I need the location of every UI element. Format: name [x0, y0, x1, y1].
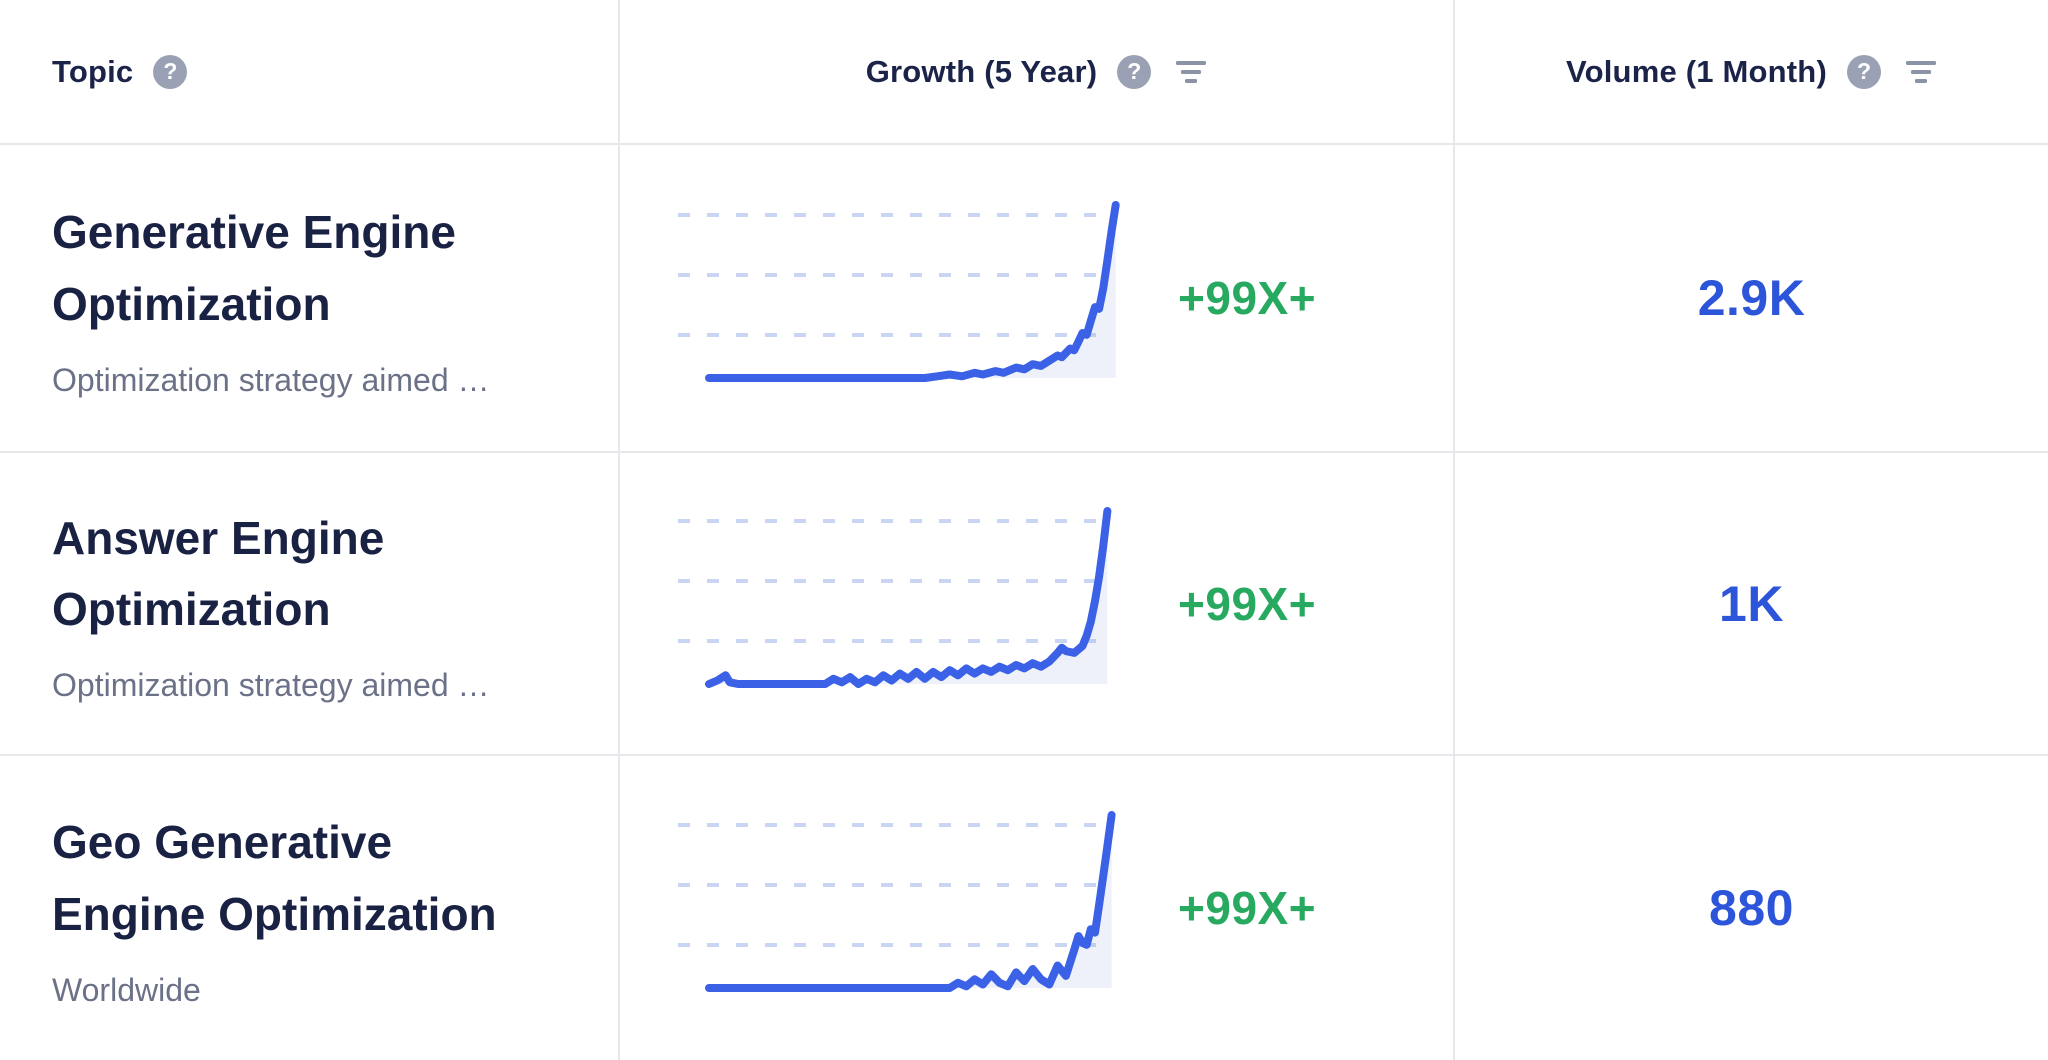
- topic-column-label: Topic: [52, 53, 134, 89]
- growth-column-label: Growth (5 Year): [865, 53, 1098, 89]
- table-row-volume: 880: [1455, 756, 2048, 1060]
- growth-value: +99X+: [1178, 272, 1317, 324]
- growth-sparkline: [678, 201, 1120, 382]
- topic-description: Optimization strategy aimed …: [52, 361, 490, 398]
- column-header-growth: Growth (5 Year) ?: [620, 0, 1455, 145]
- topic-title[interactable]: Geo Generative Engine Optimization: [52, 816, 497, 940]
- topic-description: Optimization strategy aimed …: [52, 667, 490, 704]
- table-row-volume: 2.9K: [1455, 145, 2048, 453]
- table-row-topic[interactable]: Answer Engine Optimization Optimization …: [0, 453, 620, 756]
- table-row-topic[interactable]: Geo Generative Engine Optimization World…: [0, 756, 620, 1060]
- help-icon[interactable]: ?: [1846, 54, 1881, 89]
- volume-value: 2.9K: [1697, 270, 1806, 326]
- table-row-topic[interactable]: Generative Engine Optimization Optimizat…: [0, 145, 620, 453]
- growth-sparkline: [678, 811, 1116, 992]
- filter-icon[interactable]: [1905, 59, 1937, 85]
- growth-sparkline: [678, 506, 1112, 688]
- table-row-growth: +99X+: [620, 453, 1455, 756]
- column-header-topic: Topic ?: [0, 0, 620, 145]
- topic-description: Worldwide: [52, 971, 201, 1008]
- volume-value: 880: [1709, 880, 1794, 936]
- growth-value: +99X+: [1178, 577, 1317, 630]
- filter-icon[interactable]: [1175, 59, 1207, 85]
- table-row-volume: 1K: [1455, 453, 2048, 756]
- volume-value: 1K: [1719, 575, 1784, 632]
- volume-column-label: Volume (1 Month): [1566, 53, 1827, 89]
- help-icon[interactable]: ?: [153, 54, 188, 89]
- growth-value: +99X+: [1178, 882, 1317, 934]
- table-row-growth: +99X+: [620, 145, 1455, 453]
- table-row-growth: +99X+: [620, 756, 1455, 1060]
- topic-title[interactable]: Generative Engine Optimization: [52, 206, 456, 330]
- topic-title[interactable]: Answer Engine Optimization: [52, 511, 385, 635]
- help-icon[interactable]: ?: [1117, 54, 1152, 89]
- column-header-volume: Volume (1 Month) ?: [1455, 0, 2048, 145]
